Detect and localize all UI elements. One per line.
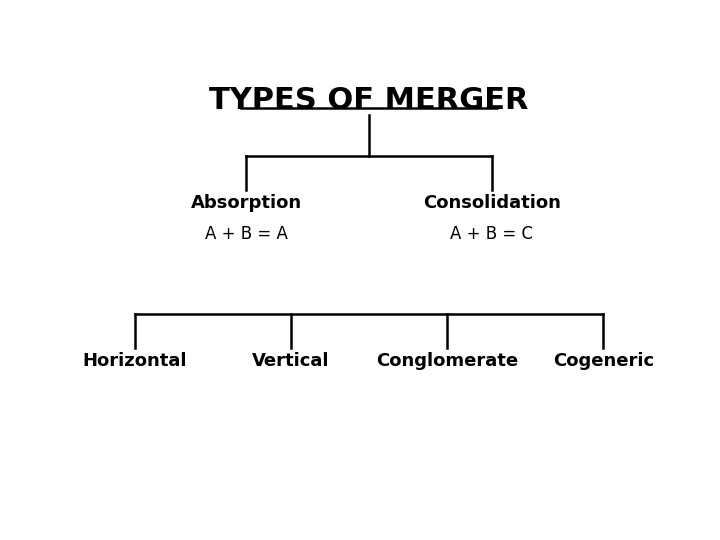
Text: Absorption: Absorption bbox=[191, 194, 302, 212]
Text: A + B = C: A + B = C bbox=[450, 225, 534, 243]
Text: Cogeneric: Cogeneric bbox=[553, 352, 654, 370]
Text: A + B = A: A + B = A bbox=[204, 225, 288, 243]
Text: TYPES OF MERGER: TYPES OF MERGER bbox=[210, 85, 528, 114]
Text: Conglomerate: Conglomerate bbox=[376, 352, 518, 370]
Text: Vertical: Vertical bbox=[252, 352, 330, 370]
Text: Consolidation: Consolidation bbox=[423, 194, 561, 212]
Text: Horizontal: Horizontal bbox=[82, 352, 187, 370]
